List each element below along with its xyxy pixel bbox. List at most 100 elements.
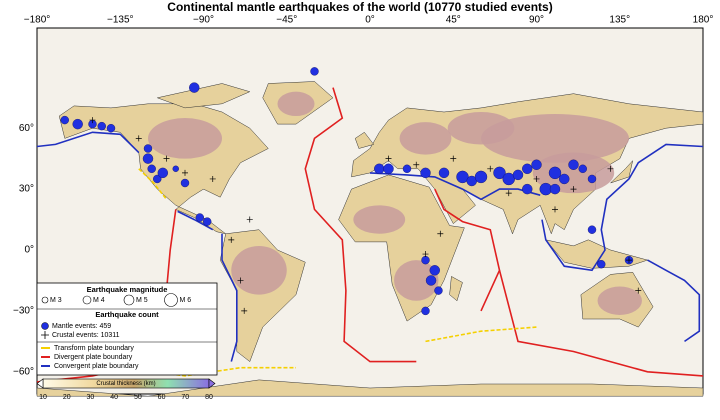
latitude-label: 0° (24, 245, 34, 256)
mantle-event (522, 183, 533, 195)
plate-boundary (498, 270, 704, 377)
magnitude-circle (123, 294, 135, 306)
mantle-event (180, 178, 190, 188)
legend-item: Crustal events: 10311 (52, 332, 120, 339)
thick-crust (148, 118, 222, 159)
longitude-label: 0° (365, 15, 375, 26)
crustal-event (626, 257, 632, 264)
mantle-event (202, 217, 212, 226)
mantle-event (512, 169, 524, 181)
thick-crust (394, 260, 439, 301)
crustal-event (450, 155, 457, 162)
crustal-event (237, 277, 244, 284)
mantle-event (474, 170, 488, 184)
longitude-label: −180° (24, 15, 51, 26)
mantle-event (153, 174, 162, 184)
mantle-event (578, 164, 587, 174)
plate-boundary (541, 143, 704, 272)
continent (156, 83, 251, 109)
colorbar-title: Crustal thickness (km) (96, 381, 155, 387)
crustal-event (505, 190, 512, 197)
mantle-event (420, 167, 431, 179)
mantle-event (531, 159, 542, 170)
latitude-label: −30° (13, 306, 34, 317)
thick-crust (231, 245, 287, 295)
thick-crust (353, 205, 406, 234)
mantle-event (383, 163, 394, 175)
mantle-event (195, 213, 205, 222)
thick-crust (447, 111, 515, 145)
mantle-event (522, 163, 533, 175)
longitude-label: −45° (276, 15, 297, 26)
latitude-label: −60° (13, 366, 34, 377)
continent (354, 131, 375, 149)
mantle-event (143, 144, 153, 153)
plate-boundary (425, 326, 537, 343)
mantle-event (147, 164, 156, 174)
magnitude-circle (164, 293, 178, 307)
mantle-event (434, 286, 443, 295)
mantle-event (587, 174, 597, 184)
longitude-label: 45° (446, 15, 461, 26)
mantle-event (559, 173, 570, 185)
mantle-event (106, 123, 116, 133)
plate-boundary (177, 210, 214, 231)
plate-boundary (221, 233, 238, 362)
thick-crust (399, 122, 452, 155)
plate-boundary (36, 131, 140, 154)
colorbar-tick: 40 (110, 394, 118, 401)
legend-item: M 3 (50, 297, 62, 304)
mantle-event (502, 172, 515, 186)
legend-item: Transform plate boundary (54, 345, 134, 352)
longitude-label: −135° (107, 15, 134, 26)
mantle-event (587, 225, 597, 234)
mantle-event (429, 265, 440, 276)
crustal-event (422, 251, 429, 258)
longitude-label: −90° (193, 15, 214, 26)
legend-item: Mantle events: 459 (52, 323, 111, 330)
legend-title: Earthquake magnitude (87, 285, 168, 294)
crustal-event (570, 186, 577, 193)
magnitude-circle (82, 295, 92, 305)
legend-item: Convergent plate boundary (54, 363, 139, 370)
mantle-event (402, 164, 412, 174)
legend-item: Divergent plate boundary (54, 354, 133, 361)
colorbar-tick: 80 (205, 394, 213, 401)
mantle-event (142, 153, 154, 164)
crustal-event (607, 165, 614, 172)
mantle-event (493, 166, 506, 180)
longitude-label: 90° (529, 15, 544, 26)
latitude-label: 30° (19, 184, 34, 195)
mantle-event (172, 165, 179, 173)
thick-crust (481, 113, 629, 163)
continent (610, 159, 634, 184)
mantle-event (157, 167, 169, 179)
plate-boundary (165, 209, 177, 291)
crustal-symbol (41, 331, 49, 339)
thick-crust (532, 152, 615, 194)
colorbar-tick: 60 (158, 394, 166, 401)
crustal-event (533, 175, 540, 182)
plate-boundary (369, 172, 541, 201)
axis-labels: −180° −135° −90° −45° 0° 45° 90° 135° 180° 60° 30°… (13, 15, 713, 378)
plate-boundary (434, 188, 501, 312)
mantle-event (97, 121, 106, 131)
crustal-event (135, 135, 142, 142)
crustal-event (437, 230, 444, 237)
crustal-event (385, 155, 392, 162)
longitude-label: 135° (609, 15, 630, 26)
mantle-event (60, 115, 69, 125)
mantle-event (597, 260, 606, 269)
mantle-event (549, 183, 561, 195)
map-title: Continental mantle earthquakes of the wo… (167, 0, 552, 14)
crustal-event (552, 206, 558, 213)
colorbar-tick: 30 (87, 394, 95, 401)
crustal-event (241, 307, 248, 314)
colorbar-tick: 50 (134, 394, 142, 401)
mantle-event (189, 82, 200, 93)
mantle-event (310, 67, 319, 76)
continent (449, 275, 463, 302)
plate-boundary (138, 168, 168, 200)
colorbar-tick: 20 (63, 394, 71, 401)
